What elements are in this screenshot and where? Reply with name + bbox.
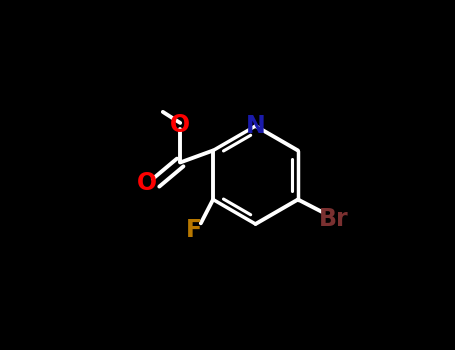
Text: Br: Br [319, 207, 349, 231]
Text: F: F [186, 218, 202, 242]
Text: O: O [137, 171, 157, 195]
Text: N: N [246, 114, 265, 138]
Text: O: O [170, 113, 190, 137]
